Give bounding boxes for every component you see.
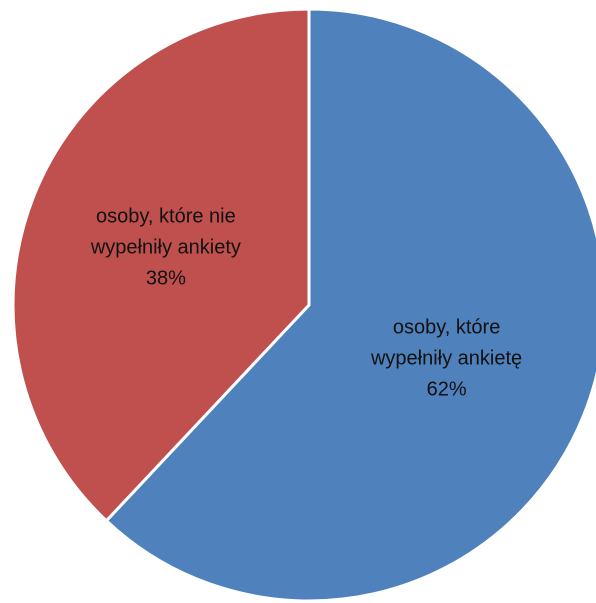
pie-slice-label-1: osoby, które wypełniły ankietę 62% bbox=[370, 317, 522, 401]
pie-slice-1 bbox=[104, 7, 596, 603]
pie-slice-label-line: osoby, które nie bbox=[96, 206, 236, 228]
pie-slice-label-line: osoby, które bbox=[393, 317, 500, 339]
pie-labels: osoby, które wypełniły ankietę 62%osoby, k… bbox=[90, 206, 522, 401]
pie-slices bbox=[11, 7, 596, 603]
pie-slice-label-line: wypełniły ankiety bbox=[90, 237, 241, 259]
pie-slice-label-line: wypełniły ankietę bbox=[370, 348, 522, 370]
pie-slice-percent: 62% bbox=[427, 379, 467, 401]
pie-slice-percent: 38% bbox=[146, 268, 186, 290]
pie-slice-label-2: osoby, które nie wypełniły ankiety 38% bbox=[90, 206, 241, 290]
pie-slice-2 bbox=[11, 7, 311, 523]
